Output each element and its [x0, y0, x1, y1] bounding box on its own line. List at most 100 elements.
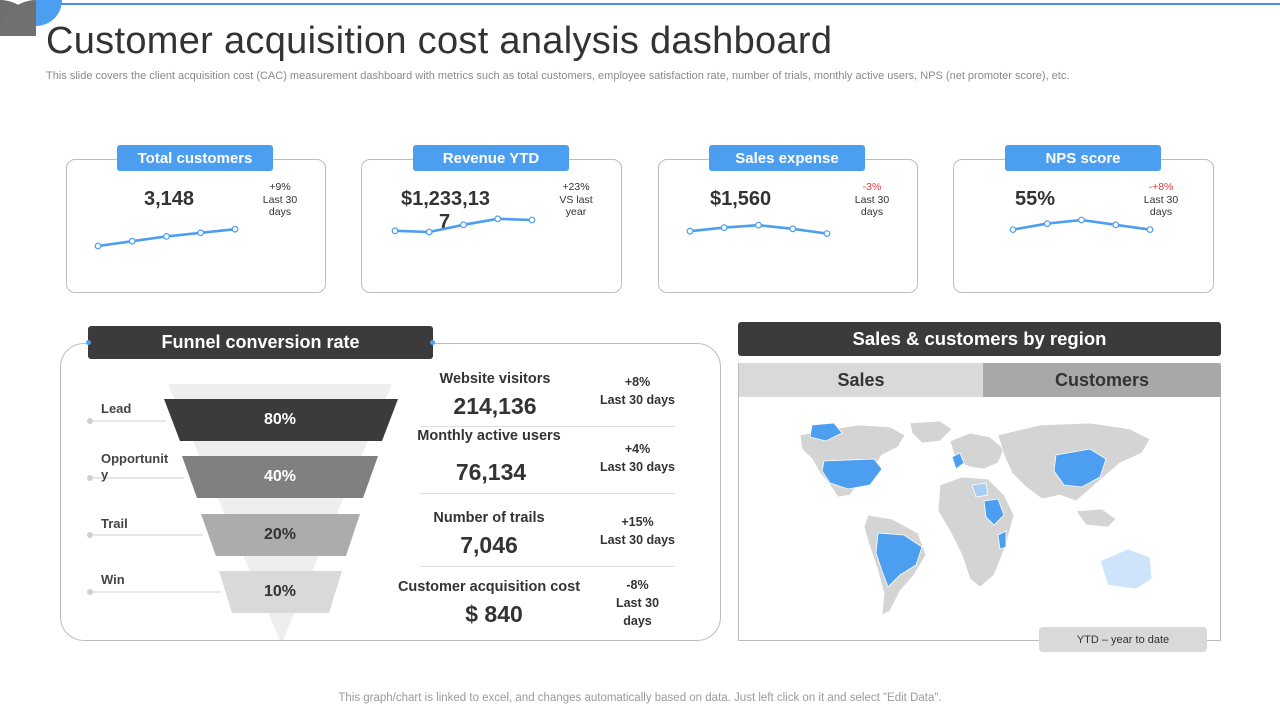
kpi-value-revenue-ytd: $1,233,13 7	[401, 188, 490, 234]
kpi-value-nps-score: 55%	[1015, 188, 1056, 210]
world-map	[799, 420, 1153, 616]
metric-change-period-2: days	[623, 614, 652, 628]
metric-change-period: Last 30	[615, 596, 660, 610]
funnel-title-dot	[86, 340, 91, 345]
metric-value-customer-acquisition-cost: $ 840	[465, 601, 523, 627]
funnel-title: Funnel conversion rate	[88, 326, 433, 359]
kpi-change-sales-expense: -3% Last 30 days	[846, 181, 898, 219]
kpi-change-revenue-ytd: +23% VS last year	[550, 181, 602, 219]
funnel-chart	[87, 384, 398, 640]
funnel-background	[168, 384, 392, 640]
funnel-leader-dot	[87, 532, 93, 538]
metric-value-monthly-active-users: 76,134	[455, 459, 527, 485]
region-australia-highlight	[1099, 548, 1153, 590]
kpi-change-pct: +9%	[269, 181, 291, 193]
kpi-change-period-2: days	[1149, 206, 1173, 218]
page-subtitle: This slide covers the client acquisition…	[46, 70, 1070, 82]
kpi-value-total-customers: 3,148	[144, 188, 195, 210]
region-brazil-highlight	[875, 532, 923, 588]
region-title: Sales & customers by region	[738, 322, 1221, 356]
region-sudan-highlight	[983, 498, 1005, 526]
kpi-value-line-1: $1,233,13	[401, 188, 490, 210]
funnel-pct-win: 10%	[263, 583, 297, 600]
metric-label-monthly-active-users: Monthly active users	[417, 428, 561, 444]
sparkline-point	[1078, 216, 1085, 224]
region-greenland	[909, 420, 953, 444]
metric-value-number-of-trails: 7,046	[460, 532, 518, 558]
funnel-title-dot	[430, 340, 435, 345]
sparkline-nps-score	[1009, 216, 1154, 234]
kpi-card-sales-expense	[658, 159, 918, 293]
kpi-change-period: Last 30	[262, 193, 298, 206]
sparkline-point	[755, 221, 762, 229]
funnel-pct-trail: 20%	[263, 526, 297, 543]
corner-decoration-icon	[0, 0, 62, 36]
kpi-change-period-2: days	[860, 206, 884, 218]
funnel-stage-label-lead: Lead	[101, 401, 132, 416]
metric-divider	[420, 426, 675, 427]
metric-value-website-visitors: 214,136	[453, 393, 537, 419]
funnel-stage-label-win: Win	[101, 572, 125, 587]
kpi-title-revenue-ytd: Revenue YTD	[413, 145, 569, 171]
kpi-change-period-2: year	[565, 206, 587, 218]
metric-change-period: Last 30 days	[599, 393, 676, 407]
sparkline-point	[686, 227, 694, 235]
metric-change-period: Last 30 days	[599, 460, 676, 474]
kpi-value-sales-expense: $1,560	[710, 188, 772, 210]
sparkline-point	[163, 232, 170, 240]
metric-change-pct: +15%	[621, 515, 654, 529]
metric-divider	[420, 493, 675, 494]
metric-divider	[420, 566, 675, 567]
sparkline-point	[425, 228, 433, 236]
kpi-change-pct: -+8%	[1148, 181, 1174, 193]
metric-change-monthly-active-users: +4% Last 30 days	[580, 440, 695, 476]
funnel-pct-opportunity: 40%	[263, 468, 297, 485]
sparkline-point	[528, 216, 536, 224]
region-china-highlight	[1053, 448, 1107, 488]
region-france-highlight	[951, 452, 965, 470]
sparkline-point	[789, 225, 797, 233]
region-madagascar-highlight	[997, 530, 1007, 550]
sparkline-point	[231, 225, 239, 233]
kpi-change-pct: +23%	[562, 181, 590, 193]
funnel-leader-dot	[87, 589, 93, 595]
sparkline-sales-expense	[686, 221, 831, 238]
metric-label-number-of-trails: Number of trails	[433, 510, 545, 526]
tab-sales[interactable]: Sales	[739, 363, 983, 397]
footer-note: This graph/chart is linked to excel, and…	[338, 692, 942, 704]
sparkline-revenue-ytd	[391, 215, 536, 236]
kpi-title-nps-score: NPS score	[1005, 145, 1161, 171]
metric-change-website-visitors: +8% Last 30 days	[580, 373, 695, 409]
metric-change-pct: +8%	[624, 375, 651, 389]
metric-label-website-visitors: Website visitors	[439, 371, 551, 387]
metric-change-number-of-trails: +15% Last 30 days	[580, 513, 695, 549]
ytd-note: YTD – year to date	[1039, 627, 1207, 652]
kpi-value-line-2: 7	[439, 211, 451, 233]
top-rule	[40, 3, 1280, 5]
sparkline-point	[1112, 221, 1120, 229]
region-southeast-asia	[1075, 508, 1117, 528]
sparkline-total-customers	[94, 225, 239, 250]
region-usa-highlight	[821, 458, 883, 490]
kpi-change-total-customers: +9% Last 30 days	[254, 181, 306, 219]
funnel-leader-dot	[87, 475, 93, 481]
funnel-stage-lead	[164, 399, 398, 441]
sparkline-point	[1043, 220, 1051, 227]
sparkline-point	[128, 237, 136, 245]
metric-change-pct: +4%	[624, 442, 651, 456]
sparkline-point	[460, 221, 467, 229]
sparkline-point	[720, 224, 728, 231]
sparkline-point	[494, 215, 502, 223]
kpi-change-period: VS last	[559, 193, 593, 206]
funnel-stage-win	[219, 571, 342, 613]
kpi-card-total-customers	[66, 159, 326, 293]
kpi-change-period: Last 30	[1143, 193, 1179, 206]
tab-customers[interactable]: Customers	[983, 363, 1221, 397]
page-title: Customer acquisition cost analysis dashb…	[46, 20, 833, 62]
funnel-pct-lead: 80%	[263, 411, 297, 428]
funnel-stage-opportunity	[182, 456, 378, 498]
funnel-leader-dot	[87, 418, 93, 424]
kpi-change-pct: -3%	[862, 181, 882, 193]
metric-change-customer-acquisition-cost: -8% Last 30 days	[580, 576, 695, 630]
kpi-change-period-2: days	[268, 206, 292, 218]
